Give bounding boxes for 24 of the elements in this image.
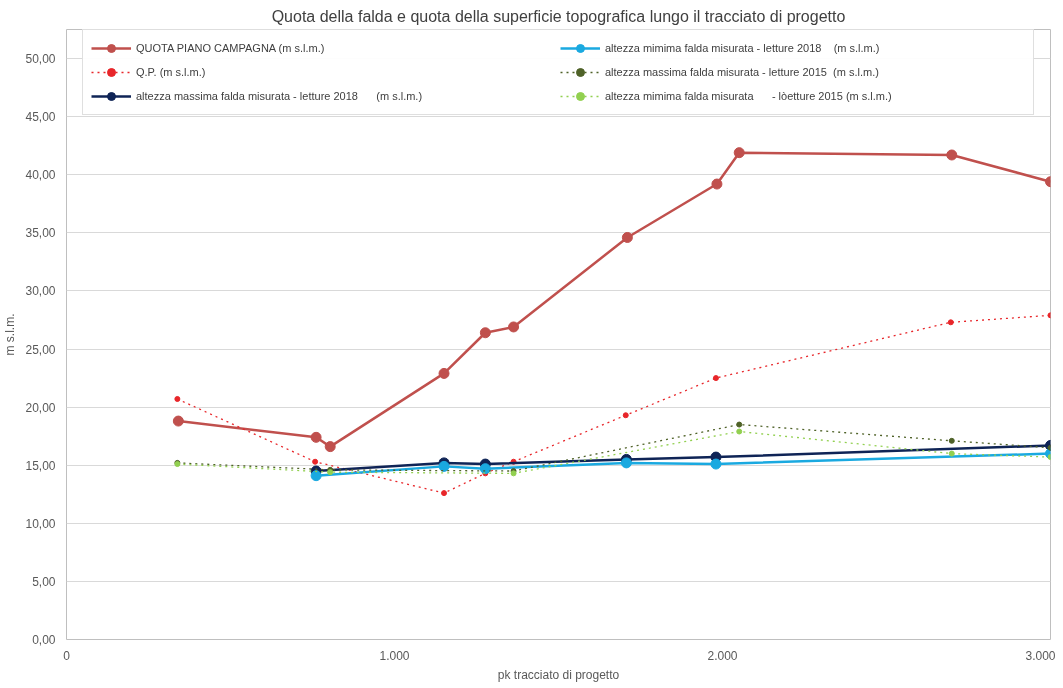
y-tick-label: 45,00 (25, 110, 56, 125)
y-tick-label: 10,00 (25, 516, 56, 531)
y-tick-label: 40,00 (25, 168, 56, 183)
x-axis-title: pk tracciato di progetto (497, 667, 620, 682)
chart-title: Quota della falda e quota della superficie topografica lungo il tracciato di progetto (271, 7, 846, 25)
x-tick-label: 3.000 (1025, 648, 1056, 663)
y-tick-label: 35,00 (25, 226, 56, 241)
x-tick-label: 1.000 (379, 648, 410, 663)
legend-label: altezza mimima falda misurata - lòetture 2015 (m s.l.m.) (605, 90, 893, 102)
y-tick-label: 20,00 (25, 400, 56, 415)
y-tick-label: 15,00 (25, 458, 56, 473)
legend-label: altezza massima falda misurata - letture 2015 (m s.l.m.) (605, 66, 880, 78)
x-tick-label: 2.000 (707, 648, 738, 663)
y-tick-label: 0,00 (32, 633, 56, 647)
x-tick-label: 0 (63, 648, 71, 663)
y-tick-label: 30,00 (25, 284, 56, 299)
legend-label: altezza mimima falda misurata - letture 2018 (m s.l.m.) (605, 42, 881, 54)
legend-label: altezza massima falda misurata - letture 2018 (m s.l.m.) (136, 90, 424, 102)
legend-label: Q.P. (m s.l.m.) (136, 66, 207, 78)
y-axis-title: m s.l.m. (3, 313, 18, 356)
legend-label: QUOTA PIANO CAMPAGNA (m s.l.m.) (136, 42, 326, 54)
y-tick-label: 50,00 (25, 52, 56, 67)
y-tick-label: 5,00 (32, 574, 56, 589)
y-tick-label: 25,00 (25, 342, 56, 357)
